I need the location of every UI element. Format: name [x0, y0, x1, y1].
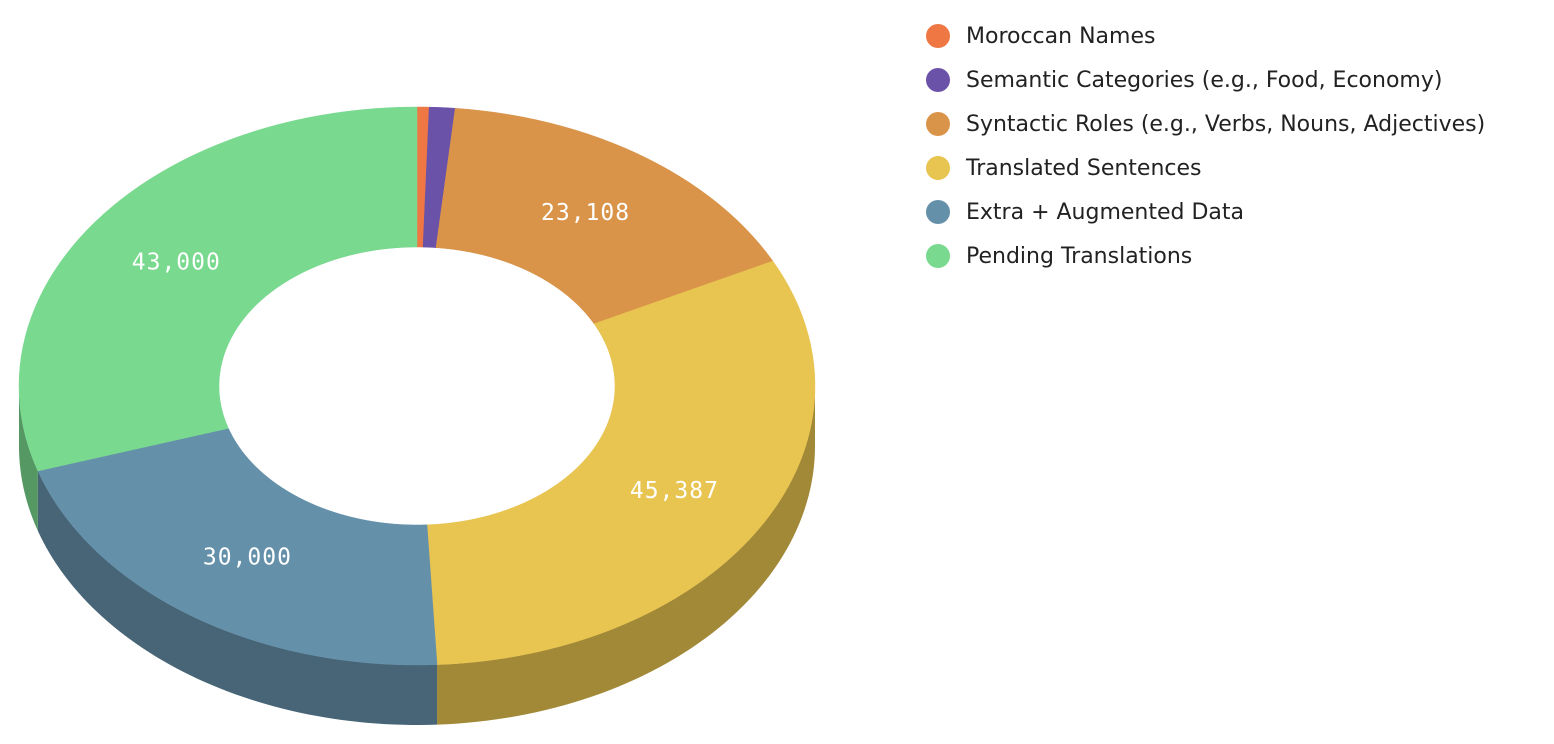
outer-wall-translated-sentences — [437, 386, 815, 725]
legend-item-extra-augmented-data[interactable]: Extra + Augmented Data — [926, 190, 1485, 234]
legend-swatch — [926, 24, 950, 48]
legend-item-syntactic-roles-e-g-verbs-nouns-adjectives[interactable]: Syntactic Roles (e.g., Verbs, Nouns, Adj… — [926, 102, 1485, 146]
legend-label: Translated Sentences — [966, 155, 1202, 181]
legend-label: Syntactic Roles (e.g., Verbs, Nouns, Adj… — [966, 111, 1486, 137]
outer-wall-extra-augmented-data — [37, 470, 438, 725]
data-label-pending-translations: 43,000 — [132, 249, 221, 275]
donut-top-layer — [18, 106, 816, 666]
legend-label: Moroccan Names — [966, 23, 1156, 49]
data-label-translated-sentences: 45,387 — [630, 478, 719, 504]
legend-item-translated-sentences[interactable]: Translated Sentences — [926, 146, 1485, 190]
legend-item-pending-translations[interactable]: Pending Translations — [926, 234, 1485, 278]
legend-item-moroccan-names[interactable]: Moroccan Names — [926, 14, 1485, 58]
slice-translated-sentences[interactable] — [426, 260, 816, 665]
legend-swatch — [926, 200, 950, 224]
outer-wall-pending-translations — [19, 386, 38, 531]
legend-label: Extra + Augmented Data — [966, 199, 1245, 225]
legend-swatch — [926, 112, 950, 136]
legend-label: Semantic Categories (e.g., Food, Economy… — [966, 67, 1443, 93]
donut-label-layer: 23,108 45,387 30,000 43,000 — [132, 200, 719, 570]
legend-swatch — [926, 68, 950, 92]
slice-pending-translations[interactable] — [18, 106, 418, 472]
data-label-syntactic-roles-e-g-verbs-nouns-adjectives: 23,108 — [541, 200, 630, 226]
legend-swatch — [926, 156, 950, 180]
legend-label: Pending Translations — [966, 243, 1193, 269]
legend-swatch — [926, 244, 950, 268]
legend-item-semantic-categories-e-g-food-economy[interactable]: Semantic Categories (e.g., Food, Economy… — [926, 58, 1485, 102]
data-label-extra-augmented-data: 30,000 — [203, 544, 292, 570]
chart-legend[interactable]: Moroccan Names Semantic Categories (e.g.,… — [926, 14, 1485, 278]
